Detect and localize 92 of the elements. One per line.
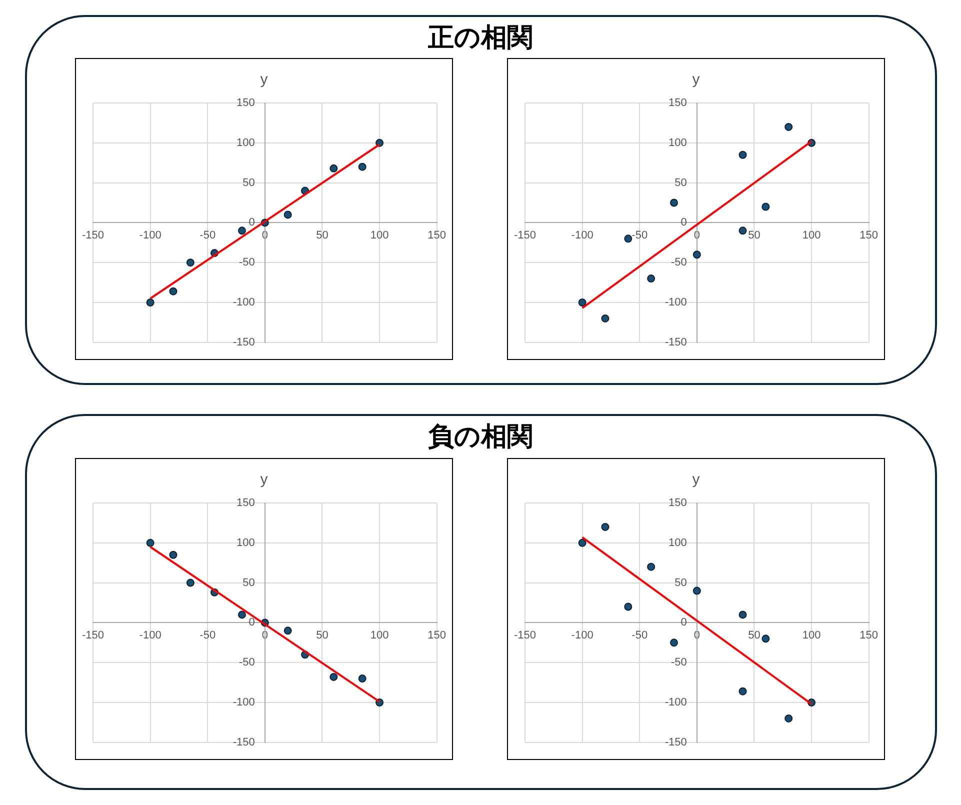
point bbox=[146, 298, 154, 306]
x-tick-label: -100 bbox=[139, 629, 162, 642]
y-tick-label: -100 bbox=[232, 296, 255, 309]
point bbox=[358, 674, 366, 683]
y-tick-label: 100 bbox=[236, 536, 255, 549]
y-tick-label: -150 bbox=[664, 336, 687, 348]
point bbox=[330, 672, 338, 681]
x-tick-label: 50 bbox=[748, 229, 760, 242]
point bbox=[284, 210, 292, 219]
point bbox=[670, 198, 678, 207]
point bbox=[784, 714, 793, 722]
x-tick-label: 50 bbox=[316, 629, 328, 642]
y-tick-label: -150 bbox=[664, 736, 687, 748]
x-tick-label: -100 bbox=[571, 629, 594, 642]
y-tick-label: 150 bbox=[236, 97, 255, 110]
x-tick-label: 150 bbox=[428, 229, 446, 242]
y-tick-label: -50 bbox=[239, 656, 255, 669]
point bbox=[624, 234, 632, 243]
point bbox=[169, 287, 178, 296]
chart-title: y bbox=[692, 471, 700, 488]
point bbox=[330, 164, 338, 172]
x-tick-label: 100 bbox=[370, 629, 389, 642]
point bbox=[647, 274, 656, 283]
point bbox=[601, 314, 610, 322]
point bbox=[578, 298, 586, 306]
x-tick-label: -50 bbox=[632, 229, 648, 242]
point bbox=[169, 550, 178, 559]
y-tick-label: 0 bbox=[248, 616, 255, 629]
x-tick-label: 50 bbox=[748, 629, 760, 642]
x-tick-label: -100 bbox=[139, 229, 162, 242]
y-tick-label: 0 bbox=[680, 216, 687, 229]
point bbox=[738, 226, 747, 235]
y-tick-label: 50 bbox=[674, 576, 687, 589]
point bbox=[186, 578, 194, 587]
x-tick-label: 150 bbox=[860, 629, 878, 642]
y-tick-label: 150 bbox=[668, 97, 687, 110]
x-tick-label: -50 bbox=[632, 629, 648, 642]
point bbox=[738, 610, 747, 619]
x-tick-label: -100 bbox=[571, 229, 594, 242]
x-tick-label: -50 bbox=[200, 629, 216, 642]
point bbox=[692, 586, 701, 595]
chart-title: y bbox=[692, 71, 700, 88]
x-tick-label: 150 bbox=[428, 629, 446, 642]
x-tick-label: -150 bbox=[514, 229, 536, 242]
y-tick-label: 150 bbox=[668, 497, 687, 510]
y-tick-label: 150 bbox=[236, 497, 255, 510]
y-tick-label: 50 bbox=[674, 176, 687, 189]
point bbox=[578, 538, 586, 547]
y-tick-label: -50 bbox=[671, 656, 687, 669]
y-tick-label: -100 bbox=[664, 296, 687, 309]
y-tick-label: -100 bbox=[664, 696, 687, 709]
chart-title: y bbox=[260, 71, 268, 88]
point bbox=[647, 562, 656, 571]
x-tick-label: -50 bbox=[200, 229, 216, 242]
point bbox=[692, 250, 701, 259]
point bbox=[762, 634, 770, 643]
point bbox=[358, 162, 366, 171]
point bbox=[238, 610, 246, 619]
x-tick-label: -150 bbox=[82, 629, 104, 642]
point bbox=[762, 202, 770, 211]
point bbox=[601, 522, 610, 531]
point bbox=[284, 626, 292, 635]
x-tick-label: 100 bbox=[802, 229, 821, 242]
chart-title: y bbox=[260, 471, 268, 488]
x-tick-label: 150 bbox=[860, 229, 878, 242]
y-tick-label: 0 bbox=[248, 216, 255, 229]
y-tick-label: -100 bbox=[232, 696, 255, 709]
x-tick-label: 100 bbox=[370, 229, 389, 242]
point bbox=[738, 687, 747, 696]
x-tick-label: 100 bbox=[802, 629, 821, 642]
y-tick-label: -150 bbox=[232, 336, 255, 348]
y-tick-label: 100 bbox=[668, 536, 687, 549]
x-tick-label: -150 bbox=[514, 629, 536, 642]
y-tick-label: 0 bbox=[680, 616, 687, 629]
y-tick-label: -50 bbox=[671, 256, 687, 269]
point bbox=[784, 122, 793, 131]
point bbox=[624, 602, 632, 611]
point bbox=[238, 226, 246, 235]
x-tick-label: 50 bbox=[316, 229, 328, 242]
y-tick-label: 50 bbox=[242, 176, 255, 189]
y-tick-label: 100 bbox=[236, 136, 255, 149]
point bbox=[146, 538, 154, 547]
point bbox=[670, 638, 678, 647]
y-tick-label: 100 bbox=[668, 136, 687, 149]
point bbox=[186, 258, 194, 267]
y-tick-label: -50 bbox=[239, 256, 255, 269]
text: 負の相関 bbox=[427, 421, 534, 454]
y-tick-label: 50 bbox=[242, 576, 255, 589]
point bbox=[738, 150, 747, 159]
x-tick-label: -150 bbox=[82, 229, 104, 242]
y-tick-label: -150 bbox=[232, 736, 255, 748]
text: 正の相関 bbox=[427, 22, 534, 55]
